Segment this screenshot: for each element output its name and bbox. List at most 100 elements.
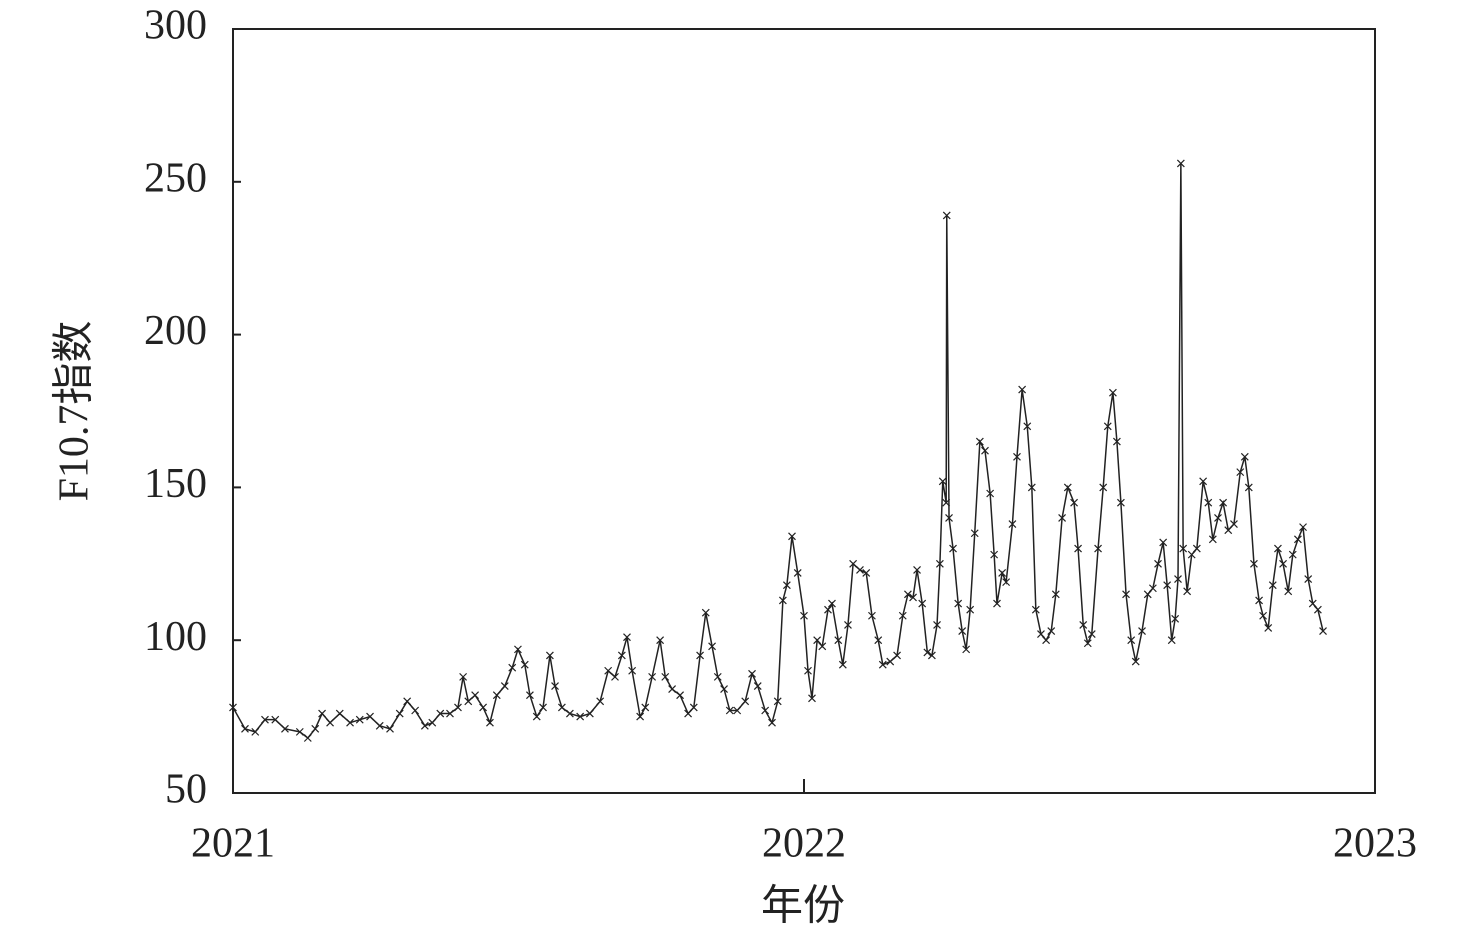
data-marker <box>1264 624 1273 632</box>
data-marker <box>318 709 327 718</box>
data-marker <box>539 703 547 712</box>
data-marker <box>1224 526 1233 535</box>
data-marker <box>271 715 280 724</box>
data-marker <box>525 691 534 700</box>
data-marker <box>486 718 494 727</box>
data-marker <box>1219 498 1228 507</box>
data-marker <box>1099 483 1108 492</box>
data-marker <box>411 706 420 715</box>
data-marker <box>1176 159 1185 168</box>
data-marker <box>1031 605 1040 614</box>
data-marker <box>1159 538 1168 547</box>
data-marker <box>741 697 750 706</box>
data-marker <box>1279 559 1287 568</box>
data-marker <box>1138 627 1146 635</box>
data-marker <box>1183 587 1192 596</box>
data-marker <box>335 709 344 718</box>
data-marker <box>725 706 734 715</box>
data-marker <box>990 550 999 559</box>
data-marker <box>420 721 429 730</box>
data-marker <box>1058 514 1067 522</box>
data-marker <box>733 706 742 715</box>
data-marker <box>454 703 462 712</box>
data-marker <box>295 727 304 736</box>
data-marker <box>545 651 554 660</box>
data-marker <box>878 660 887 669</box>
data-marker <box>970 529 979 538</box>
data-marker <box>1008 520 1017 528</box>
data-marker <box>935 559 944 568</box>
data-marker <box>1319 627 1327 635</box>
y-tick-label: 150 <box>144 461 207 507</box>
data-marker <box>532 712 541 721</box>
data-marker <box>1023 422 1032 431</box>
data-marker <box>1187 550 1196 559</box>
data-marker <box>856 565 864 574</box>
data-marker <box>229 703 237 712</box>
y-tick-label: 100 <box>144 614 207 660</box>
x-tick-label: 2023 <box>1333 821 1417 867</box>
data-marker <box>500 682 509 690</box>
data-marker <box>446 709 454 718</box>
data-marker <box>1002 578 1011 587</box>
data-marker <box>966 605 975 614</box>
data-marker <box>824 605 832 614</box>
data-marker <box>818 642 827 651</box>
data-marker <box>1037 630 1045 639</box>
data-marker <box>1204 498 1213 507</box>
data-marker <box>1131 657 1140 666</box>
data-marker <box>281 724 289 733</box>
data-marker <box>241 724 249 733</box>
data-marker <box>1013 452 1021 461</box>
data-marker <box>862 569 871 577</box>
data-marker <box>1079 620 1088 629</box>
plot-frame <box>232 28 1376 794</box>
y-tick-label: 250 <box>144 155 207 201</box>
data-marker <box>403 697 412 706</box>
data-marker <box>1174 575 1182 584</box>
data-marker <box>1094 544 1102 553</box>
data-marker <box>986 489 995 498</box>
data-marker <box>1313 605 1322 614</box>
data-marker <box>886 657 895 666</box>
x-tick-label: 2021 <box>191 821 275 867</box>
data-marker <box>346 718 354 727</box>
data-marker <box>576 712 585 721</box>
data-marker <box>849 559 858 568</box>
data-marker <box>778 596 787 605</box>
data-marker <box>557 703 566 712</box>
data-marker <box>1255 596 1264 605</box>
data-marker <box>326 718 334 727</box>
data-marker <box>918 599 927 608</box>
data-marker <box>1148 584 1157 593</box>
x-tick-label: 2022 <box>762 821 846 867</box>
data-marker <box>1171 614 1180 623</box>
data-marker <box>436 709 445 718</box>
data-marker <box>708 642 716 651</box>
data-marker <box>366 712 374 721</box>
data-marker <box>761 706 770 715</box>
data-marker <box>355 715 364 724</box>
data-marker <box>508 663 517 672</box>
data-marker <box>993 599 1001 608</box>
data-marker <box>1250 559 1258 568</box>
y-axis-label: F10.7指数 <box>52 321 98 502</box>
data-marker <box>1163 581 1172 590</box>
data-marker <box>1167 636 1176 645</box>
data-marker <box>808 694 816 703</box>
data-marker <box>1018 385 1027 394</box>
data-marker <box>998 569 1007 577</box>
data-marker <box>636 712 645 721</box>
data-marker <box>844 620 852 629</box>
data-marker <box>1208 535 1217 544</box>
data-marker <box>1122 590 1130 599</box>
data-marker <box>311 724 320 733</box>
data-marker <box>838 660 847 669</box>
data-marker <box>1143 590 1152 599</box>
data-marker <box>1240 452 1249 461</box>
data-marker <box>611 672 619 681</box>
data-marker <box>945 514 953 522</box>
data-marker <box>661 672 670 681</box>
data-line <box>232 163 1324 740</box>
